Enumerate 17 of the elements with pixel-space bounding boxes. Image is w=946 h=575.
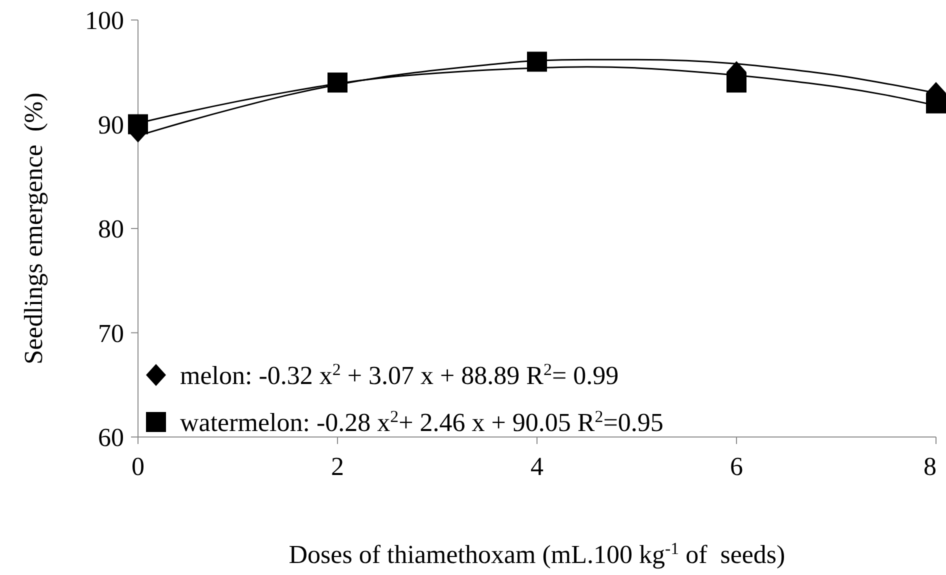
- y-tick-label: 70: [98, 318, 124, 348]
- x-tick-label: 6: [730, 452, 743, 481]
- x-tick-label: 2: [331, 452, 344, 481]
- legend-label: watermelon: -0.28 x$^{2}$+ 2.46 x + 90.05 R$^{2}$=0.95: [180, 406, 664, 438]
- x-tick-label: 0: [132, 452, 144, 481]
- point: [128, 114, 148, 134]
- y-tick-label: 100: [85, 6, 124, 36]
- point: [726, 72, 746, 93]
- x-tick-label: 4: [530, 452, 544, 481]
- y-tick-label: 60: [98, 423, 124, 452]
- point: [926, 93, 946, 114]
- y-axis-title: Seedlings emergence (%): [19, 92, 48, 364]
- y-tick-label: 80: [98, 214, 124, 244]
- x-axis-title: Doses of thiamethoxam (mL.100 kg$^{-1}$ of seeds): [288, 538, 786, 569]
- y-tick-label: 90: [98, 110, 124, 140]
- x-tick-label: 8: [924, 452, 936, 481]
- legend-label: melon: -0.32 x$^{2}$ + 3.07 x + 88.89 R$^{2}$= 0.99: [180, 360, 619, 390]
